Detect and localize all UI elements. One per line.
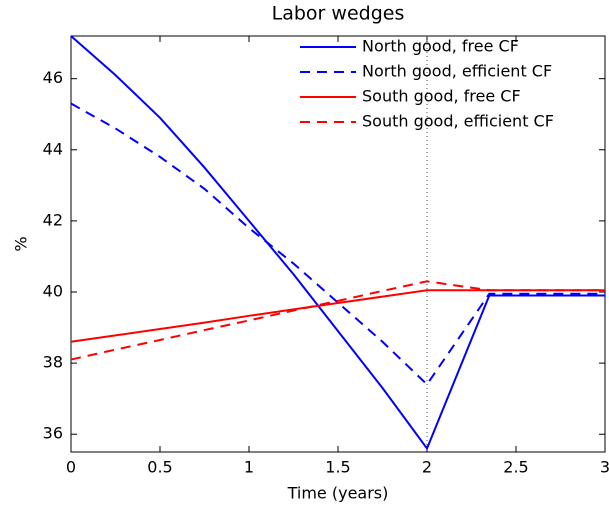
y-axis-label: % xyxy=(12,236,31,251)
x-tick-label: 1 xyxy=(244,458,254,477)
series-line xyxy=(70,102,605,386)
y-tick-label: 38 xyxy=(43,353,63,372)
x-tick-label: 0 xyxy=(66,458,76,477)
series-line xyxy=(70,35,605,451)
x-tick-label: 0.5 xyxy=(147,458,172,477)
series-line xyxy=(70,280,605,361)
legend-label: South good, free CF xyxy=(362,87,521,106)
y-tick-label: 40 xyxy=(43,282,63,301)
y-tick-label: 36 xyxy=(43,424,63,443)
x-tick-label: 1.5 xyxy=(325,458,350,477)
x-tick-label: 2 xyxy=(422,458,432,477)
legend-label: South good, efficient CF xyxy=(362,112,554,131)
series-line xyxy=(70,289,605,343)
x-tick-label: 2.5 xyxy=(503,458,528,477)
legend-label: North good, efficient CF xyxy=(362,62,552,81)
y-tick-label: 42 xyxy=(43,210,63,229)
chart-title: Labor wedges xyxy=(272,3,405,25)
x-tick-label: 3 xyxy=(600,458,609,477)
y-tick-label: 44 xyxy=(43,139,63,158)
plot-area xyxy=(70,35,606,453)
x-axis-label: Time (years) xyxy=(287,484,389,503)
y-tick-label: 46 xyxy=(43,68,63,87)
legend-label: North good, free CF xyxy=(362,37,519,56)
